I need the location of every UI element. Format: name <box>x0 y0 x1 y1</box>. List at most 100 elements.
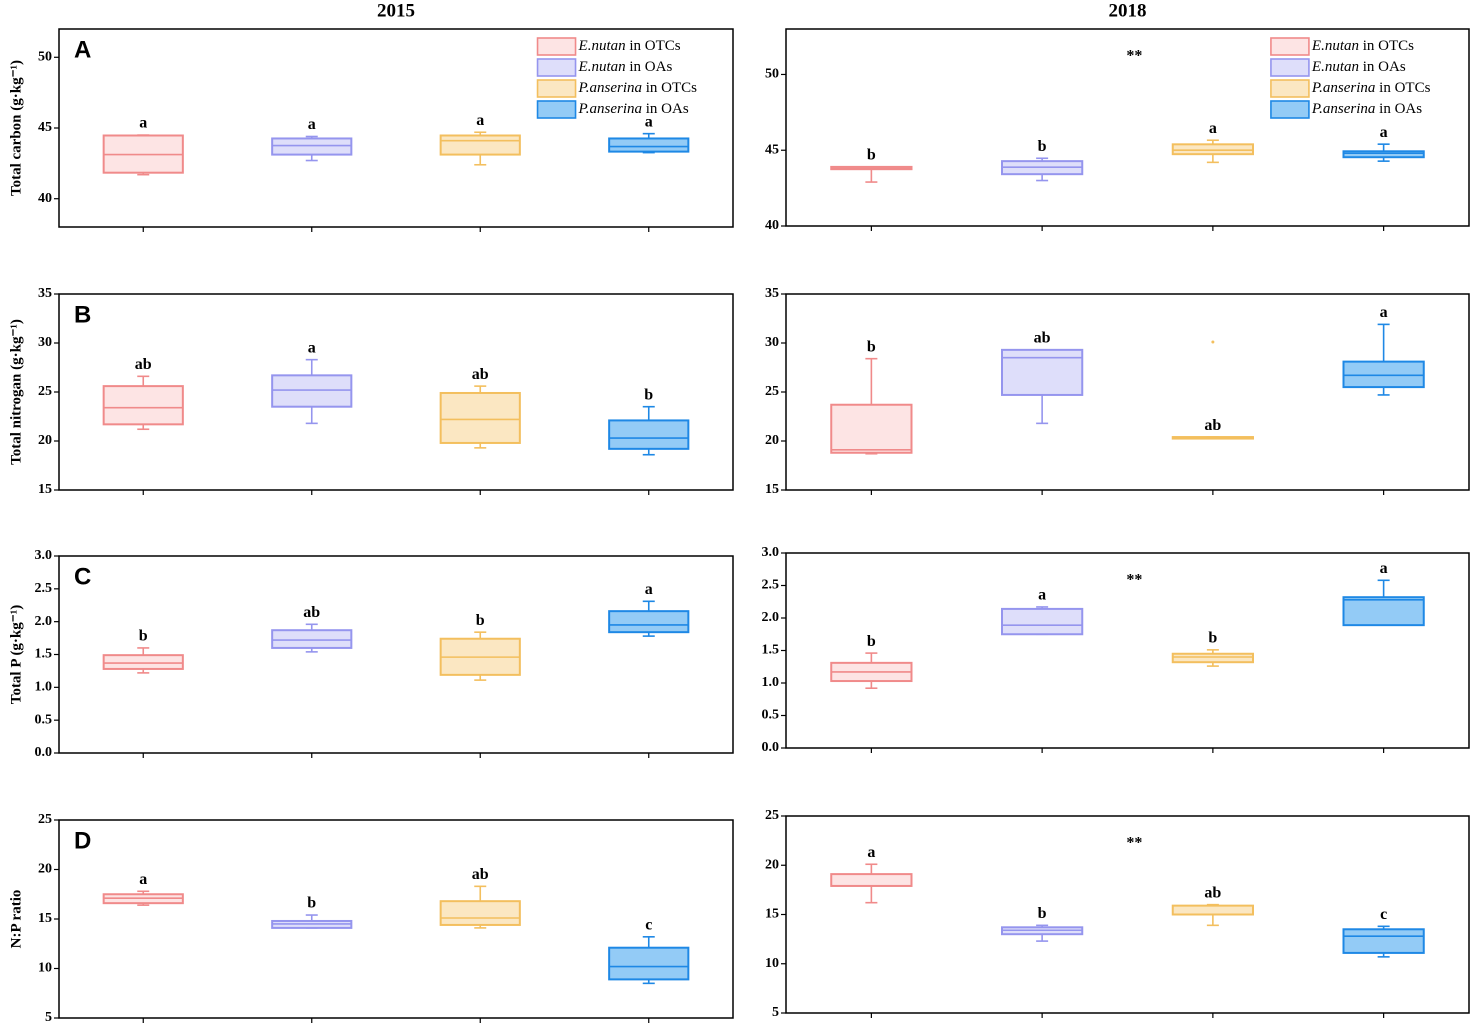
group-letter: ab <box>472 866 489 883</box>
y-tick-label: 2.0 <box>35 614 53 629</box>
legend-swatch <box>536 79 577 98</box>
group-letter: ab <box>1204 417 1221 434</box>
legend-label: P.anserina in OTCs <box>1311 80 1431 96</box>
group-letter: b <box>644 386 653 403</box>
legend-label: E.nutan in OTCs <box>578 38 681 54</box>
y-tick-label: 25 <box>765 384 779 399</box>
box <box>439 134 521 156</box>
group-letter: a <box>1380 124 1388 141</box>
y-tick-label: 0.5 <box>35 712 53 727</box>
box <box>830 873 913 887</box>
group-letter: b <box>307 895 316 912</box>
legend-swatch <box>1270 79 1310 98</box>
box <box>271 137 353 156</box>
y-axis-label: N:P ratio <box>8 890 24 949</box>
box <box>1342 150 1425 159</box>
y-tick-label: 30 <box>765 335 779 350</box>
legend-label: E.nutan in OAs <box>578 59 673 75</box>
y-tick-label: 5 <box>45 1010 52 1025</box>
column-title: 2015 <box>377 0 415 21</box>
group-letter: a <box>1380 304 1388 321</box>
group-letter: a <box>476 112 484 129</box>
legend-label: P.anserina in OTCs <box>578 80 698 96</box>
group-letter: b <box>1038 905 1047 922</box>
group-letter: ab <box>472 366 489 383</box>
plot-frame <box>785 28 1470 227</box>
group-letter: ab <box>1034 330 1051 347</box>
y-tick-label: 3.0 <box>762 545 780 560</box>
y-tick-label: 50 <box>38 50 52 65</box>
legend-swatch <box>536 100 577 119</box>
y-tick-label: 1.5 <box>35 647 53 662</box>
y-tick-label: 45 <box>38 120 52 135</box>
y-tick-label: 0.0 <box>35 745 53 760</box>
box <box>608 610 690 634</box>
y-tick-label: 25 <box>38 384 52 399</box>
outlier <box>1211 340 1215 344</box>
box <box>608 946 690 981</box>
group-letter: b <box>867 338 876 355</box>
plot-frame <box>58 819 734 1019</box>
y-tick-label: 45 <box>765 142 779 157</box>
box <box>271 629 353 649</box>
y-tick-label: 15 <box>765 907 779 922</box>
y-tick-label: 2.5 <box>762 578 780 593</box>
legend-swatch <box>1270 58 1310 77</box>
y-tick-label: 2.0 <box>762 610 780 625</box>
y-tick-label: 0.0 <box>762 740 780 755</box>
y-tick-label: 1.5 <box>762 643 780 658</box>
group-letter: a <box>1380 560 1388 577</box>
box <box>1171 904 1255 916</box>
y-tick-label: 0.5 <box>762 708 780 723</box>
group-letter: ab <box>303 604 320 621</box>
group-letter: a <box>645 581 653 598</box>
column-title: 2018 <box>1109 0 1147 21</box>
y-axis-label: Total carbon (g·kg⁻¹) <box>8 60 24 196</box>
legend-swatch <box>1270 100 1310 119</box>
y-tick-label: 3.0 <box>35 548 53 563</box>
group-letter: a <box>1038 587 1046 604</box>
group-letter: a <box>645 113 653 130</box>
group-letter: b <box>1038 138 1047 155</box>
legend-label: E.nutan in OTCs <box>1311 38 1414 54</box>
y-axis-label: Total P (g·kg⁻¹) <box>8 605 24 704</box>
panel-letter: A <box>74 36 91 63</box>
group-letter: c <box>645 916 652 933</box>
box <box>608 419 690 450</box>
annotation: ** <box>1126 48 1142 65</box>
legend-swatch <box>1270 37 1310 56</box>
group-letter: ab <box>1204 884 1221 901</box>
group-letter: b <box>867 633 876 650</box>
y-tick-label: 20 <box>765 857 779 872</box>
y-tick-label: 35 <box>765 286 779 301</box>
box <box>1342 928 1425 954</box>
box <box>439 900 521 926</box>
box <box>1000 607 1084 636</box>
y-tick-label: 25 <box>38 812 52 827</box>
group-letter: a <box>308 116 316 133</box>
group-letter: c <box>1380 906 1387 923</box>
panel-letter: B <box>74 301 91 328</box>
box <box>830 403 913 454</box>
y-tick-label: 10 <box>38 961 52 976</box>
y-tick-label: 25 <box>765 808 779 823</box>
legend-label: P.anserina in OAs <box>1311 101 1422 117</box>
y-tick-label: 50 <box>765 67 779 82</box>
box <box>1342 596 1425 627</box>
y-tick-label: 15 <box>38 911 52 926</box>
group-letter: b <box>476 612 485 629</box>
box <box>102 385 184 426</box>
y-axis-label: Total nitrogan (g·kg⁻¹) <box>8 319 24 465</box>
legend-label: P.anserina in OAs <box>578 101 689 117</box>
group-letter: a <box>867 844 875 861</box>
y-tick-label: 40 <box>765 218 779 233</box>
box <box>1171 652 1255 664</box>
y-tick-label: 35 <box>38 286 52 301</box>
box <box>1171 143 1255 156</box>
y-tick-label: 1.0 <box>35 680 53 695</box>
legend-swatch <box>536 58 577 77</box>
panel-letter: D <box>74 827 91 854</box>
box <box>102 654 184 670</box>
group-letter: a <box>139 871 147 888</box>
